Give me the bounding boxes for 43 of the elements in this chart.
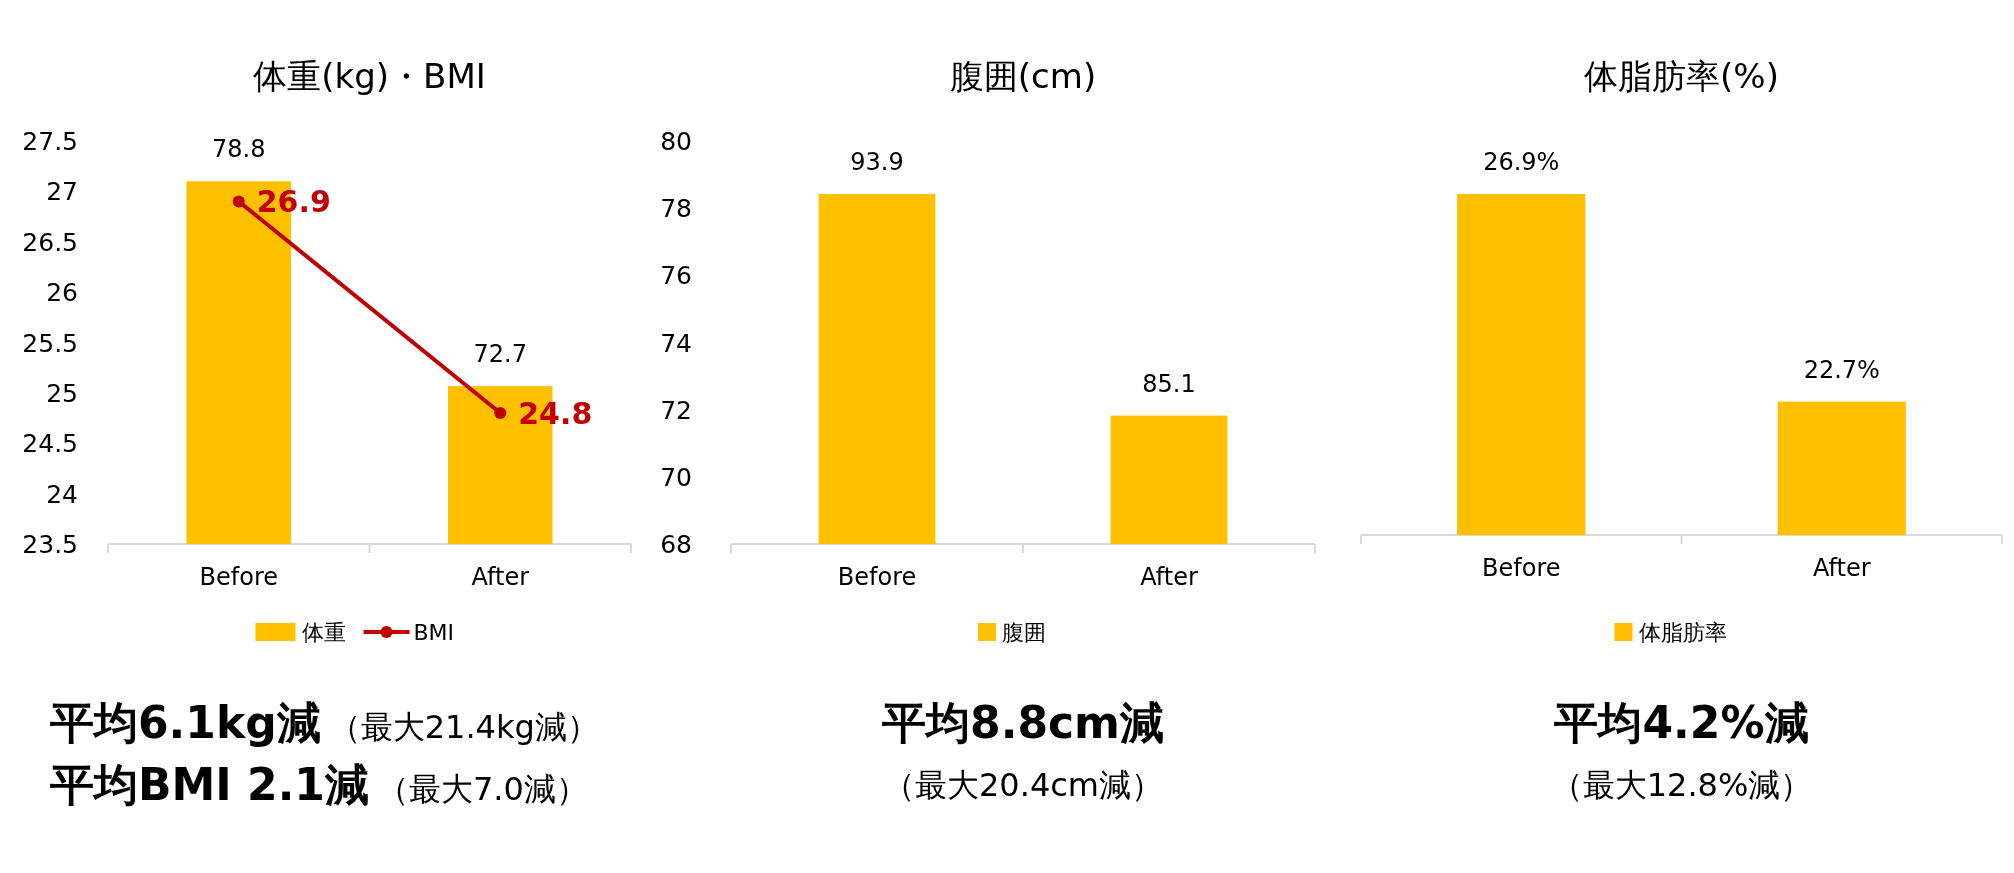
x-tick-label: After [471,563,530,591]
y2-tick-label: 74 [660,328,692,358]
y-tick-label: 23.5 [22,530,78,559]
data-label: 72.7 [473,340,527,369]
y-tick-label: 24 [46,479,78,509]
y2-tick-label: 68 [660,530,692,559]
chart-title: 体脂肪率(%) [1584,56,1779,96]
chart-title: 体重(kg)・BMI [253,56,486,96]
text: 平均8.8cm減 [882,697,1164,748]
y-tick-label: 25.5 [22,328,78,358]
data-label: 78.8 [212,135,266,164]
y-tick-label: 24.5 [22,429,78,459]
y2-tick-label: 72 [660,395,692,425]
data-label: 85.1 [1142,369,1196,398]
legend-label: 体重 [301,620,346,645]
x-tick-label: After [1140,563,1198,591]
data-label: 26.9% [1483,148,1560,176]
text: 平均4.2%減 [1554,697,1809,748]
y-tick-label: 26.5 [22,227,78,257]
y-tick-label: 27 [46,177,78,207]
text: （最大12.8%減） [1550,766,1813,804]
y2-tick-label: 76 [660,261,692,291]
x-tick-label: Before [1482,554,1561,582]
text: （最大7.0減） [376,770,588,808]
y2-tick-label: 70 [660,462,692,492]
y2-tick-label: 80 [660,127,692,156]
text: 平均6.1kg減 [50,697,321,748]
legend-label: BMI [413,620,455,645]
y-tick-label: 26 [46,278,78,308]
legend-label: 腹囲 [1002,620,1046,645]
data-label: 22.7% [1803,355,1880,384]
chart-title: 腹囲(cm) [949,56,1097,96]
x-tick-label: Before [199,563,278,591]
legend-label: 体脂肪率 [1638,620,1727,645]
text: 平均BMI 2.1減 [50,759,369,810]
y-tick-label: 25 [46,378,78,408]
data-label: 93.9 [850,148,904,176]
text: （最大21.4kg減） [328,708,599,746]
x-tick-label: After [1812,554,1871,582]
text: （最大20.4cm減） [882,766,1164,804]
y-tick-label: 27.5 [22,127,78,156]
y2-tick-label: 78 [660,194,692,224]
x-tick-label: Before [837,563,917,591]
